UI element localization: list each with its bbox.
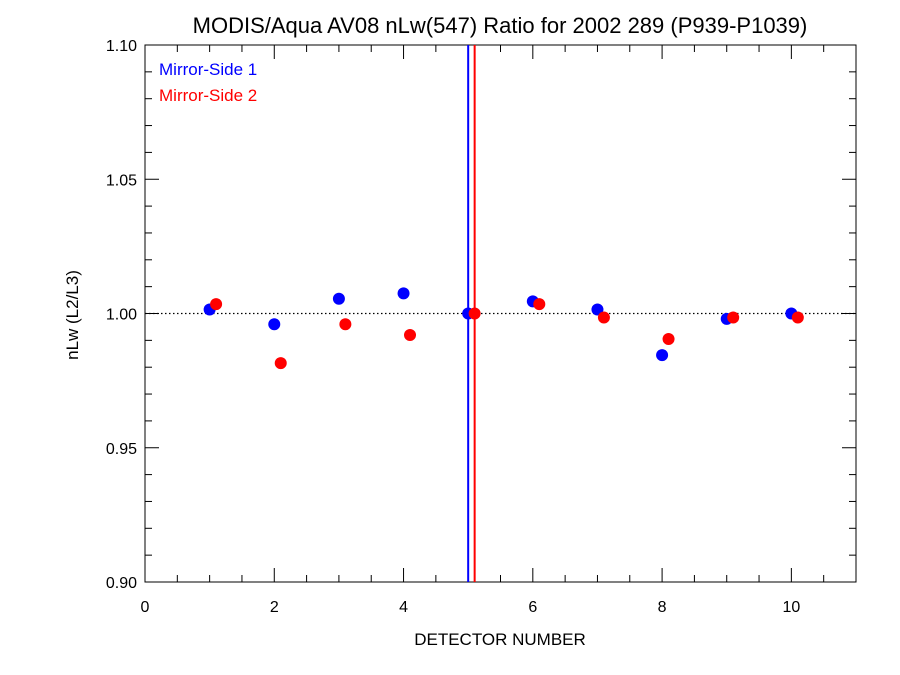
data-point-series-2	[533, 298, 546, 311]
data-point-series-1	[591, 303, 604, 316]
x-tick-label: 2	[270, 599, 279, 616]
y-axis-label: nLw (L2/L3)	[63, 270, 82, 360]
data-point-series-1	[268, 318, 281, 331]
data-point-series-2	[468, 307, 481, 320]
data-point-series-2	[274, 357, 287, 370]
data-point-series-2	[339, 318, 352, 331]
data-point-series-2	[597, 311, 610, 324]
x-tick-label: 0	[141, 599, 150, 616]
y-tick-label: 1.00	[106, 307, 137, 324]
x-tick-label: 10	[782, 599, 800, 616]
data-point-series-2	[210, 298, 223, 311]
y-tick-label: 0.95	[106, 441, 137, 458]
y-tick-label: 1.10	[106, 38, 137, 55]
y-tick-label: 0.90	[106, 575, 137, 592]
data-point-series-2	[727, 311, 740, 324]
data-point-series-1	[397, 287, 410, 300]
data-point-series-1	[332, 292, 345, 305]
data-point-series-2	[404, 328, 417, 341]
chart-title: MODIS/Aqua AV08 nLw(547) Ratio for 2002 …	[193, 13, 808, 38]
data-point-series-1	[656, 349, 669, 362]
x-tick-label: 8	[658, 599, 667, 616]
legend-entry-mirror-side-1: Mirror-Side 1	[159, 60, 257, 79]
data-point-series-2	[662, 333, 675, 346]
x-tick-label: 4	[399, 599, 408, 616]
x-axis-label: DETECTOR NUMBER	[414, 630, 586, 649]
legend-entry-mirror-side-2: Mirror-Side 2	[159, 86, 257, 105]
y-tick-label: 1.05	[106, 172, 137, 189]
data-point-series-2	[791, 311, 804, 324]
x-tick-label: 6	[528, 599, 537, 616]
